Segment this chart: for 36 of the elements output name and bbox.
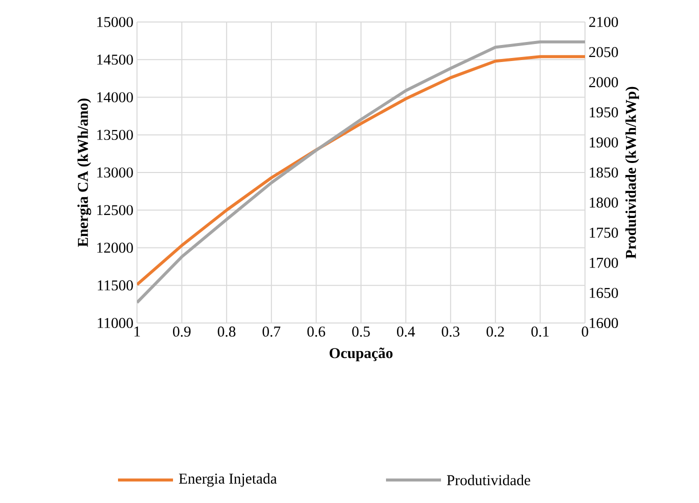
x-tick-label: 0.5 (352, 326, 370, 337)
y2-tick-label: 1800 (590, 198, 618, 208)
y-tick-label: 11500 (98, 280, 133, 290)
y2-tick-label: 2050 (589, 47, 618, 58)
x-tick-label: 0.6 (307, 326, 326, 337)
x-tick-label: 0.2 (486, 326, 504, 337)
x-tick-label: 1 (134, 326, 140, 336)
x-axis-title: Ocupação (330, 348, 393, 362)
y2-tick-label: 1900 (590, 137, 618, 148)
legend-label: Energia Injetada (178, 473, 277, 487)
y-tick-label: 14000 (97, 92, 133, 102)
x-tick-label: 0.7 (262, 326, 280, 337)
x-tick-label: 0 (582, 326, 588, 337)
y2-tick-label: 1700 (590, 258, 618, 268)
y2-tick-label: 1750 (590, 228, 618, 238)
x-tick-label: 0.1 (531, 326, 549, 337)
y2-tick-label: 2100 (589, 16, 618, 28)
y2-tick-label: 2000 (589, 77, 618, 88)
y2-tick-label: 1850 (590, 167, 618, 178)
y2-tick-label: 1600 (590, 318, 618, 328)
x-tick-label: 0.9 (172, 326, 191, 337)
y-tick-label: 13000 (97, 167, 133, 178)
x-tick-label: 0.3 (442, 326, 460, 337)
y-tick-label: 11000 (98, 318, 133, 328)
x-tick-label: 0.4 (396, 326, 415, 337)
y-tick-label: 15000 (97, 16, 133, 28)
y-tick-label: 14500 (97, 54, 133, 65)
y-axis-title: Energia CA (kWh/ano) (77, 98, 92, 247)
y-tick-label: 13500 (97, 130, 133, 140)
y-tick-label: 12500 (97, 205, 133, 216)
legend-label: Produtividade (446, 474, 530, 486)
y2-tick-label: 1950 (590, 107, 618, 118)
x-tick-label: 0.8 (218, 326, 236, 337)
y2-axis-title: Produtividade (kWh/kWp) (625, 86, 640, 259)
y-tick-label: 12000 (97, 242, 133, 253)
y2-tick-label: 1650 (590, 288, 618, 298)
